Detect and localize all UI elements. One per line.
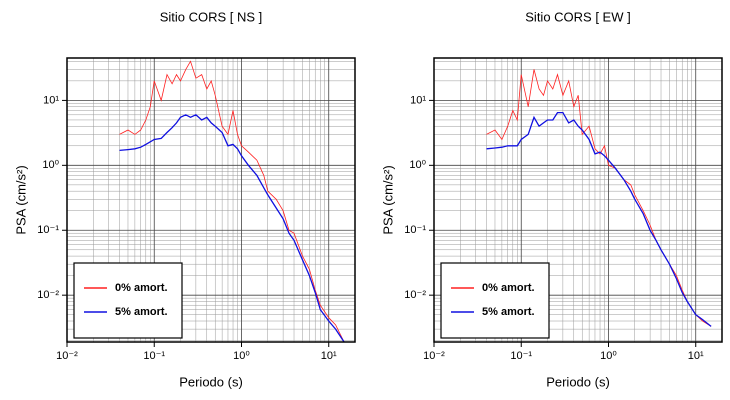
x-axis-label: Periodo (s) [546, 374, 610, 389]
x-tick-label: 10⁻² [423, 350, 445, 362]
y-tick-label: 10¹ [43, 94, 59, 106]
panel: Sitio CORS [ NS ] Periodo (s) PSA (cm/s²) 1… [13, 9, 356, 389]
x-tick-label: 10⁻¹ [510, 350, 532, 362]
y-tick-label: 10⁰ [409, 159, 426, 171]
x-tick-label: 10¹ [321, 350, 337, 362]
legend-box [440, 262, 550, 339]
x-axis-label: Periodo (s) [179, 374, 243, 389]
legend-label: 5% amort. [482, 306, 535, 318]
y-tick-label: 10¹ [410, 94, 426, 106]
chart-title: Sitio CORS [ NS ] [160, 9, 263, 24]
panel: Sitio CORS [ EW ] Periodo (s) PSA (cm/s²) 1… [380, 9, 723, 389]
series-line [119, 114, 345, 343]
legend-label: 0% amort. [115, 282, 168, 294]
y-tick-label: 10⁻¹ [404, 224, 426, 236]
y-tick-label: 10⁻² [404, 289, 426, 301]
y-tick-label: 10⁰ [42, 159, 59, 171]
plot-frame [433, 57, 723, 343]
y-tick-label: 10⁻² [37, 289, 59, 301]
x-tick-label: 10⁰ [600, 350, 617, 362]
y-axis-label: PSA (cm/s²) [380, 165, 395, 234]
legend-label: 0% amort. [482, 282, 535, 294]
y-tick-label: 10⁻¹ [37, 224, 59, 236]
legend-box [73, 262, 183, 339]
x-tick-label: 10¹ [688, 350, 704, 362]
legend-label: 5% amort. [115, 306, 168, 318]
x-tick-label: 10⁰ [233, 350, 250, 362]
x-tick-label: 10⁻² [56, 350, 78, 362]
x-tick-label: 10⁻¹ [143, 350, 165, 362]
chart-title: Sitio CORS [ EW ] [525, 9, 630, 24]
y-axis-label: PSA (cm/s²) [13, 165, 28, 234]
plot-frame [66, 57, 356, 343]
series-line [119, 60, 345, 343]
series-line [486, 111, 712, 327]
